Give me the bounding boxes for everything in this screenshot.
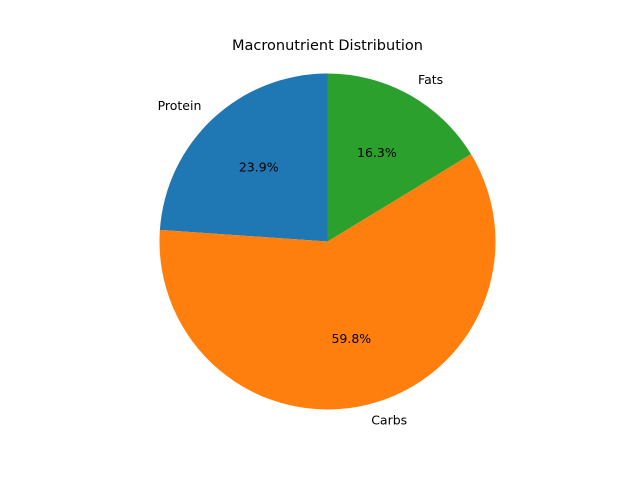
slice-label-carbs: Carbs	[371, 413, 407, 428]
pie-slice-protein	[159, 73, 328, 242]
percent-label-carbs: 59.8%	[331, 331, 371, 346]
pie-slices	[159, 73, 496, 410]
pie-slice-carbs	[159, 154, 496, 410]
slice-label-protein: Protein	[158, 98, 202, 113]
chart-title: Macronutrient Distribution	[232, 38, 423, 54]
slice-label-fats: Fats	[418, 72, 443, 87]
percent-label-protein: 23.9%	[239, 159, 279, 174]
pie-slice-fats	[327, 73, 472, 242]
pie-labels: Protein 23.9% Carbs 59.8% Fats 16.3%	[158, 72, 444, 428]
percent-label-fats: 16.3%	[357, 145, 397, 160]
